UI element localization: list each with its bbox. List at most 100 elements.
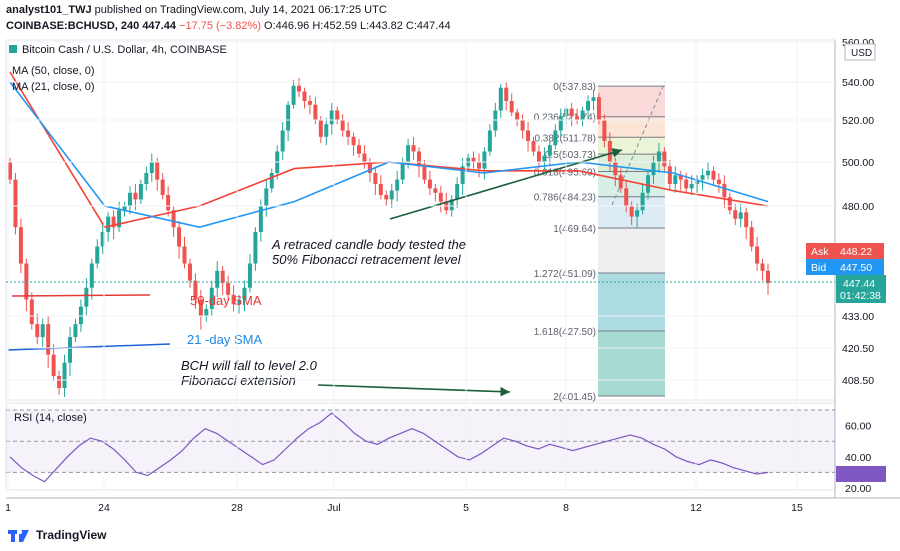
candle-body — [526, 130, 531, 141]
fib-zone — [598, 86, 665, 117]
rsi-title: RSI (14, close) — [14, 412, 87, 424]
candle-body — [144, 173, 149, 184]
legend-ma50[interactable]: MA (50, close, 0) — [12, 65, 95, 77]
tradingview-brand: TradingView — [36, 528, 107, 542]
fib-level-label: 0.618(495.69) — [534, 167, 596, 178]
publisher-user[interactable]: analyst101_TWJ — [6, 4, 92, 16]
candle-body — [29, 299, 34, 325]
candle-body — [498, 87, 503, 111]
candle-body — [395, 179, 400, 191]
time-tick-label: 28 — [231, 502, 243, 514]
candle-body — [177, 227, 182, 247]
price-tick-label: 433.00 — [842, 311, 874, 323]
candle-body — [416, 151, 421, 167]
candle-body — [51, 354, 56, 376]
candle-body — [155, 162, 160, 180]
candle-body — [384, 195, 389, 200]
candle-body — [335, 110, 340, 120]
chart-header: analyst101_TWJ published on TradingView.… — [0, 0, 900, 38]
rsi-indicator: 60.00 40.00 20.00 — [6, 409, 886, 495]
candle-body — [482, 151, 487, 169]
fib-level-label: 0.5(503.73) — [545, 150, 596, 161]
fall-arrow — [317, 384, 511, 397]
sma50-marker-line — [11, 294, 151, 297]
candle-body — [242, 287, 247, 300]
time-tick-label: 24 — [98, 502, 110, 514]
price-tick-label: 500.00 — [842, 157, 874, 169]
candle-body — [531, 141, 536, 152]
candle-body — [766, 270, 770, 284]
candle-body — [247, 263, 252, 288]
legend-symbol-icon — [9, 45, 17, 53]
candle-body — [133, 192, 138, 200]
candles-layer — [8, 78, 770, 397]
currency-unit-box[interactable] — [844, 43, 876, 61]
candle-body — [662, 151, 667, 167]
tradingview-footer[interactable]: TradingView — [8, 528, 106, 542]
tradingview-logo-icon — [8, 530, 29, 542]
ask-price-label: Ask — [811, 246, 829, 258]
candle-body — [8, 162, 12, 180]
candle-body — [307, 101, 312, 105]
ohlc-values: O:446.96 H:452.59 L:443.82 C:447.44 — [264, 20, 451, 32]
candle-body — [624, 188, 629, 206]
bar-countdown: 01:42:38 — [840, 290, 881, 302]
candle-body — [237, 299, 242, 305]
candle-body — [586, 101, 591, 111]
sma21-label: 21 -day SMA — [187, 332, 262, 347]
candle-body — [635, 210, 640, 217]
candle-body — [400, 162, 405, 180]
price-tick-label: 540.00 — [842, 77, 874, 89]
symbol-name: COINBASE:BCHUSD, 240 — [6, 20, 140, 32]
candle-body — [504, 87, 509, 101]
candle-body — [117, 210, 122, 228]
candle-body — [438, 192, 443, 202]
candle-body — [280, 130, 285, 152]
candle-body — [411, 145, 416, 152]
candle-body — [749, 227, 754, 247]
fibonacci-extension[interactable]: 0(537.83) 0.236(521.74) 0.382(511.78) 0.5(5… — [534, 81, 666, 403]
candle-body — [689, 184, 694, 189]
candle-body — [204, 308, 209, 316]
candle-body — [667, 166, 672, 184]
candle-body — [198, 299, 203, 316]
rsi-tick-label: 20.00 — [845, 483, 871, 495]
candle-body — [629, 206, 634, 217]
candle-body — [433, 188, 438, 193]
candle-body — [678, 175, 683, 180]
candle-body — [84, 287, 89, 307]
candle-body — [40, 324, 45, 338]
candle-body — [302, 91, 307, 101]
candle-body — [711, 170, 716, 180]
candle-body — [138, 184, 143, 200]
candle-body — [422, 166, 427, 180]
candle-body — [226, 283, 231, 295]
sma50-label: 50-day SMA — [190, 293, 262, 308]
candle-body — [455, 184, 460, 200]
candle-body — [591, 97, 596, 101]
fall-note-line1: BCH will fall to level 2.0 — [181, 358, 318, 373]
candle-body — [362, 153, 367, 162]
time-tick-label: Jul — [327, 502, 340, 514]
candle-body — [727, 197, 732, 211]
bid-price-box — [806, 259, 884, 275]
rsi-tick-label: 40.00 — [845, 452, 871, 464]
last-price: 447.44 — [142, 20, 176, 32]
price-tick-label: 408.50 — [842, 375, 874, 387]
candle-body — [78, 306, 83, 325]
candle-body — [596, 97, 601, 120]
fib-target-zone — [598, 273, 665, 396]
candle-body — [209, 287, 214, 309]
ask-price-value: 448.22 — [840, 246, 872, 258]
candle-body — [733, 210, 738, 219]
fib-zone — [598, 116, 665, 138]
candle-body — [264, 188, 269, 206]
candle-body — [318, 120, 323, 137]
candle-body — [182, 246, 187, 264]
candle-body — [193, 280, 198, 300]
candle-body — [515, 112, 520, 120]
candle-body — [122, 206, 127, 211]
legend-ma21[interactable]: MA (21, close, 0) — [12, 81, 95, 93]
candle-body — [575, 116, 580, 120]
